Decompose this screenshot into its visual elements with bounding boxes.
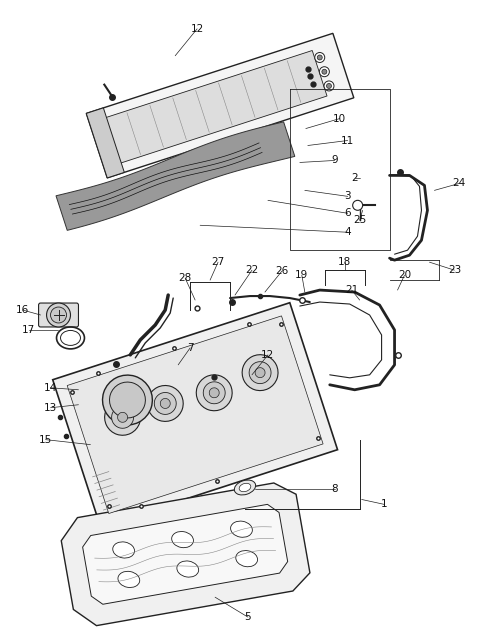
Text: 24: 24 xyxy=(453,178,466,188)
Ellipse shape xyxy=(147,386,183,422)
Text: 21: 21 xyxy=(345,285,358,295)
Circle shape xyxy=(322,70,327,74)
Ellipse shape xyxy=(154,392,176,415)
Text: 13: 13 xyxy=(44,403,57,413)
Circle shape xyxy=(319,67,329,76)
Text: 26: 26 xyxy=(275,266,288,276)
Circle shape xyxy=(326,83,332,88)
Text: 18: 18 xyxy=(338,257,351,267)
Ellipse shape xyxy=(103,375,152,425)
Ellipse shape xyxy=(172,532,193,548)
Text: 7: 7 xyxy=(187,343,193,353)
Text: 9: 9 xyxy=(331,155,338,166)
Polygon shape xyxy=(56,122,295,230)
Polygon shape xyxy=(104,51,327,164)
Ellipse shape xyxy=(255,368,265,378)
Text: 19: 19 xyxy=(295,270,309,280)
Ellipse shape xyxy=(113,542,134,558)
Ellipse shape xyxy=(160,398,170,408)
Polygon shape xyxy=(61,483,310,626)
Polygon shape xyxy=(53,303,337,526)
Ellipse shape xyxy=(112,406,133,428)
Polygon shape xyxy=(86,108,124,178)
Ellipse shape xyxy=(118,571,140,588)
Circle shape xyxy=(324,81,334,91)
Text: 14: 14 xyxy=(44,383,57,393)
Text: 25: 25 xyxy=(353,216,366,225)
Ellipse shape xyxy=(118,412,128,422)
Ellipse shape xyxy=(203,382,225,404)
Polygon shape xyxy=(86,33,354,178)
Polygon shape xyxy=(83,504,288,604)
Ellipse shape xyxy=(242,355,278,391)
Ellipse shape xyxy=(109,382,145,418)
Text: 2: 2 xyxy=(351,173,358,183)
Circle shape xyxy=(315,52,325,63)
Text: 23: 23 xyxy=(448,265,461,275)
Text: 27: 27 xyxy=(211,257,225,267)
Text: 16: 16 xyxy=(16,305,29,315)
Circle shape xyxy=(50,307,67,323)
Text: 10: 10 xyxy=(333,114,346,124)
Ellipse shape xyxy=(230,521,252,537)
Circle shape xyxy=(47,303,71,327)
Text: 28: 28 xyxy=(179,273,192,283)
Text: 6: 6 xyxy=(344,209,351,218)
FancyBboxPatch shape xyxy=(38,303,78,327)
Text: 3: 3 xyxy=(344,191,351,202)
Ellipse shape xyxy=(236,550,258,567)
Text: 22: 22 xyxy=(245,265,259,275)
Text: 15: 15 xyxy=(39,435,52,445)
Text: 1: 1 xyxy=(381,499,388,509)
Ellipse shape xyxy=(234,480,256,495)
Ellipse shape xyxy=(209,388,219,398)
Ellipse shape xyxy=(249,362,271,384)
Ellipse shape xyxy=(105,399,141,435)
Ellipse shape xyxy=(177,561,199,577)
Text: 4: 4 xyxy=(344,228,351,237)
Text: 20: 20 xyxy=(398,270,411,280)
Polygon shape xyxy=(67,316,323,514)
Text: 17: 17 xyxy=(22,325,35,335)
Circle shape xyxy=(317,55,322,60)
Text: 12: 12 xyxy=(261,350,275,360)
Text: 5: 5 xyxy=(245,612,252,622)
Text: 12: 12 xyxy=(191,24,204,34)
Ellipse shape xyxy=(239,483,251,492)
Text: 8: 8 xyxy=(331,485,338,494)
Ellipse shape xyxy=(196,375,232,411)
Circle shape xyxy=(353,200,363,210)
Text: 11: 11 xyxy=(341,135,354,145)
